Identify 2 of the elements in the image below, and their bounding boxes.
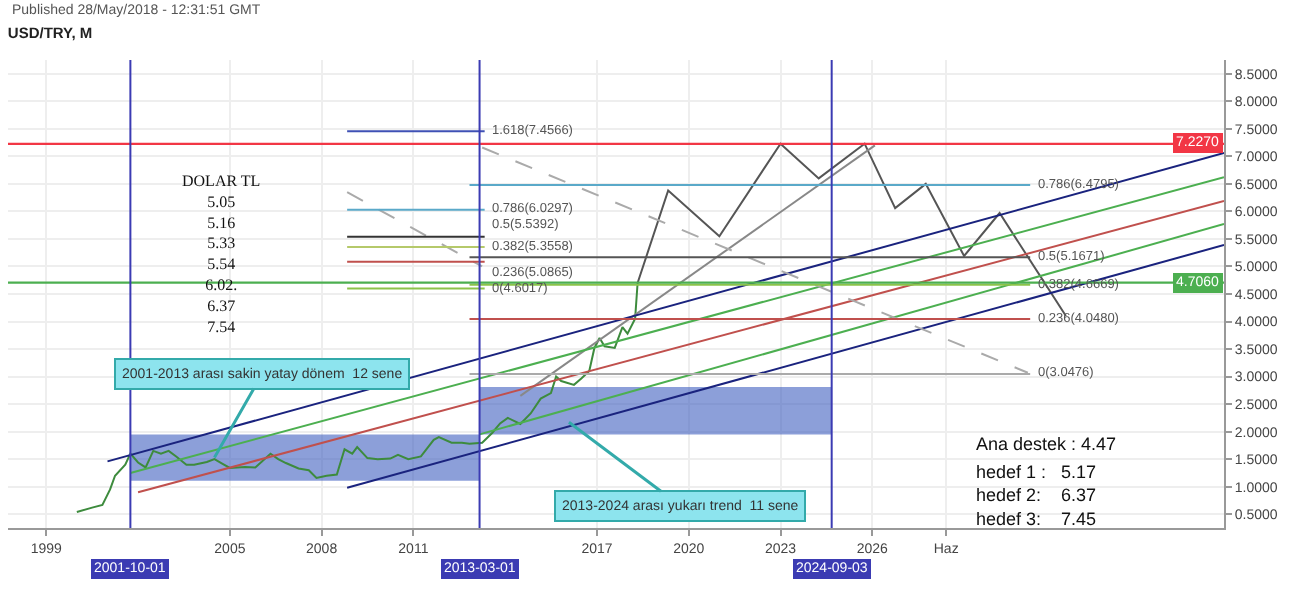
annotation: Ana destek : 4.47 xyxy=(976,434,1117,454)
annotation: hedef 1 : 5.17 hedef 2: 6.37 hedef 3: 7.45 xyxy=(976,462,1097,529)
